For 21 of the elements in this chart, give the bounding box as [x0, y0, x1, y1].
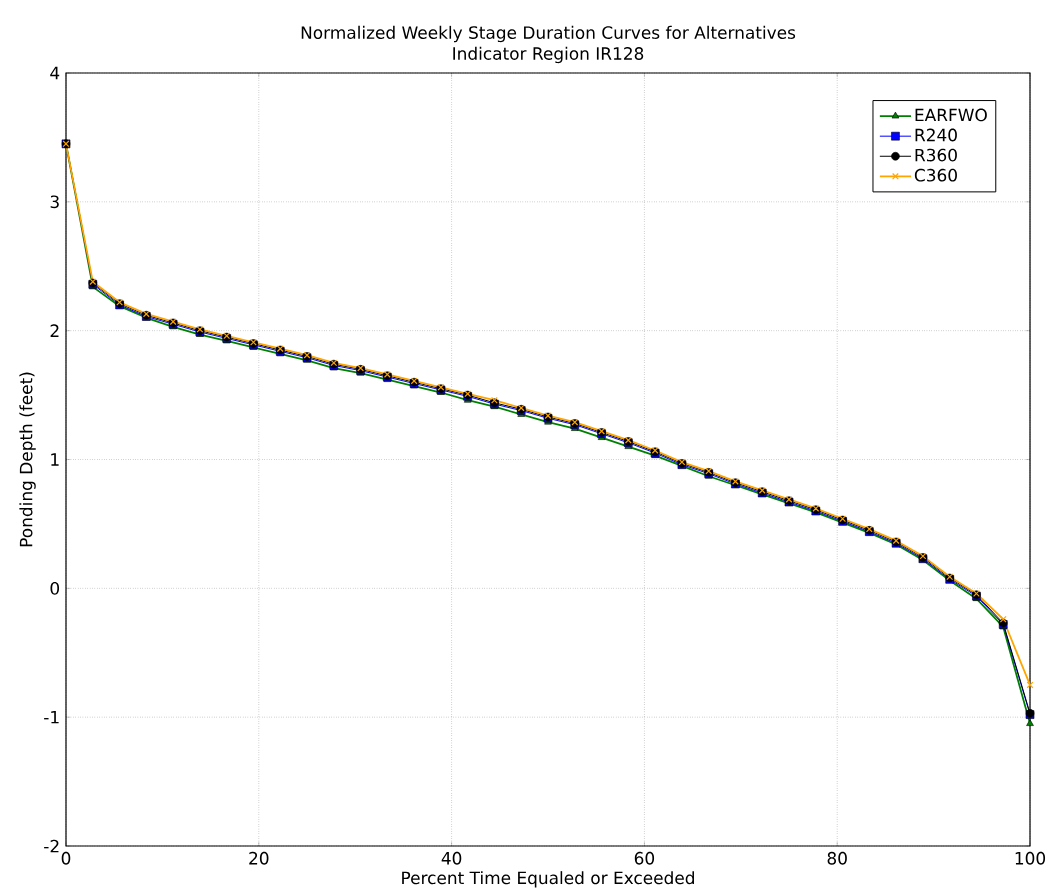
x-tick-label: 0: [61, 851, 71, 865]
y-tick-label: 0: [50, 581, 60, 595]
y-tick-label: 1: [51, 453, 59, 466]
y-tick-label: -1: [44, 711, 59, 724]
y-axis-title: Ponding Depth (feet): [19, 372, 36, 547]
legend-label: EARFWO: [915, 108, 987, 122]
x-tick-label: 40: [441, 851, 462, 865]
x-tick-label: 100: [1015, 851, 1046, 865]
x-tick-label: 20: [249, 851, 269, 865]
chart-title: Normalized Weekly Stage Duration Curves for Alternatives: [301, 25, 796, 43]
x-tick-label: 80: [827, 851, 847, 865]
chart-subtitle: Indicator Region IR128: [453, 46, 644, 64]
x-axis-title: Percent Time Equaled or Exceeded: [402, 871, 694, 888]
legend-label: R240: [915, 128, 957, 142]
legend-label: C360: [914, 168, 957, 182]
y-tick-label: -2: [44, 839, 59, 853]
y-tick-label: 2: [50, 324, 59, 337]
x-tick-label: 60: [634, 851, 655, 865]
y-tick-label: 3: [50, 195, 59, 209]
y-tick-label: 4: [50, 66, 60, 80]
legend-label: R360: [915, 148, 957, 162]
